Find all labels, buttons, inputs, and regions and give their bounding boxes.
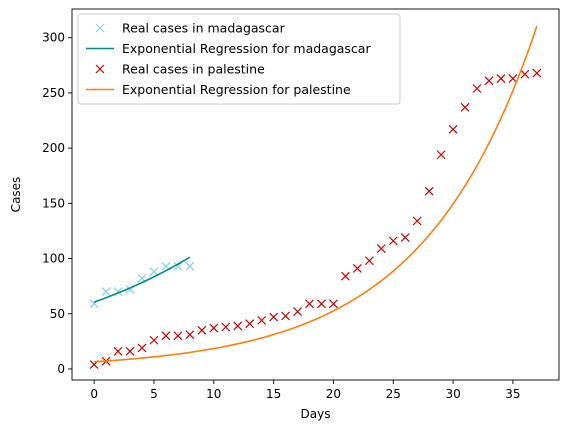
data-point — [269, 312, 279, 322]
y-tick-label: 150 — [42, 196, 65, 210]
axes: 0 5 10 15 20 25 30 35 0 50 100 150 200 250 300 — [42, 8, 560, 401]
plot-frame — [71, 8, 560, 381]
y-axis-label: Cases — [9, 177, 23, 213]
x-tick-label: 10 — [206, 387, 221, 401]
data-point — [185, 261, 195, 271]
series-0-points — [89, 261, 195, 309]
y-tick-label: 250 — [42, 86, 65, 100]
series-3-line — [94, 25, 538, 363]
data-point — [257, 315, 267, 325]
data-point — [340, 271, 350, 281]
y-tick-label: 50 — [50, 307, 65, 321]
data-point — [113, 346, 123, 356]
data-point — [125, 346, 135, 356]
data-point — [329, 299, 338, 309]
data-point — [233, 321, 243, 331]
plot-area — [89, 25, 542, 369]
x-tick-label: 25 — [386, 387, 401, 401]
data-point — [317, 299, 326, 309]
series-1-line — [93, 256, 191, 303]
data-point — [197, 325, 207, 335]
legend-label: Exponential Regression for madagascar — [122, 41, 371, 56]
x-axis-label: Days — [301, 407, 331, 421]
data-point — [448, 124, 458, 134]
data-point — [424, 186, 434, 196]
data-point — [532, 68, 542, 78]
legend-item: Exponential Regression for palestine — [86, 82, 351, 97]
data-point — [484, 76, 494, 86]
data-point — [149, 267, 159, 277]
series-layer — [89, 25, 542, 369]
data-point — [173, 331, 183, 341]
data-point — [520, 69, 530, 79]
data-point — [400, 233, 410, 242]
y-tick-label: 300 — [42, 31, 65, 45]
data-point — [472, 84, 482, 93]
y-tick-label: 0 — [57, 362, 65, 376]
legend-box — [77, 13, 401, 105]
x-tick-label: 0 — [90, 387, 98, 401]
legend-label: Exponential Regression for palestine — [122, 82, 351, 97]
legend-label: Real cases in madagascar — [122, 21, 286, 36]
data-point — [496, 74, 506, 83]
data-point — [376, 244, 386, 254]
data-point — [137, 343, 147, 353]
y-tick-label: 100 — [42, 252, 65, 266]
series-2-points — [89, 68, 542, 369]
legend-marker — [95, 64, 105, 74]
data-point — [352, 264, 362, 273]
y-tick-label: 200 — [42, 141, 65, 155]
x-tick-label: 35 — [505, 387, 520, 401]
data-point — [508, 74, 518, 83]
data-point — [436, 150, 446, 160]
legend-marker — [95, 23, 105, 33]
data-point — [293, 307, 302, 316]
legend-item: Real cases in palestine — [95, 62, 265, 77]
data-point — [364, 256, 374, 266]
data-point — [185, 330, 195, 340]
data-point — [101, 287, 111, 297]
data-point — [221, 322, 231, 332]
data-point — [245, 319, 255, 329]
data-point — [388, 236, 398, 246]
legend-item: Exponential Regression for madagascar — [86, 41, 371, 56]
data-point — [412, 216, 422, 226]
data-point — [209, 323, 219, 333]
x-tick-label: 5 — [150, 387, 158, 401]
data-point — [281, 311, 291, 321]
data-point — [149, 335, 159, 345]
data-point — [173, 261, 183, 271]
data-point — [305, 299, 314, 309]
legend-label: Real cases in palestine — [122, 62, 265, 77]
data-point — [161, 331, 171, 341]
x-tick-label: 15 — [266, 387, 281, 401]
legend: Real cases in madagascar Exponential Regr… — [77, 13, 401, 105]
data-point — [460, 102, 470, 112]
legend-item: Real cases in madagascar — [95, 21, 286, 36]
x-tick-label: 20 — [326, 387, 341, 401]
x-tick-label: 30 — [445, 387, 460, 401]
